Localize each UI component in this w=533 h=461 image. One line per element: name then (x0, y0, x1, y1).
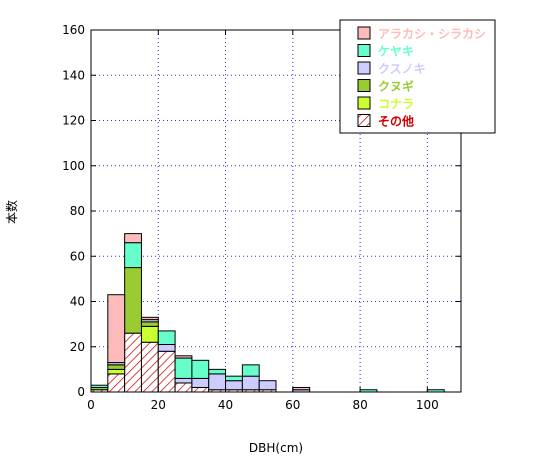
bar-segment-アラカシ・シラカシ (174, 355, 193, 359)
bar-segment-ケヤキ (157, 330, 176, 345)
bar-segment-クスノキ (225, 380, 243, 391)
bar-segment-other (174, 382, 193, 393)
legend-swatch (357, 114, 371, 127)
y-tick-label: 0 (77, 385, 85, 399)
bar-segment-クスノキ (208, 373, 227, 391)
bar-segment-クスノキ (258, 380, 277, 391)
legend-swatch (357, 61, 371, 75)
legend-swatch (357, 44, 371, 57)
y-axis-label: 本数 (4, 200, 19, 224)
bar-segment-コナラ (107, 368, 126, 375)
bar-segment-アラカシ・シラカシ (140, 316, 159, 321)
bar-segment-クヌギ (107, 364, 126, 370)
legend-swatch (357, 26, 371, 40)
bar-segment-ケヤキ (90, 384, 109, 388)
bar-segment-ケヤキ (225, 375, 243, 382)
bar-segment-アラカシ・シラカシ (107, 294, 126, 364)
bar-segment-クスノキ (157, 343, 176, 352)
bar-segment-コナラ (140, 325, 159, 343)
bar-segment-クヌギ (124, 267, 142, 334)
bar-segment-other (157, 350, 176, 393)
bar-segment-ケヤキ (174, 357, 193, 379)
bar-segment-クスノキ (191, 377, 210, 388)
x-tick-label: 60 (285, 398, 300, 412)
bar-segment-other (191, 386, 210, 393)
legend-label: クスノキ (378, 62, 426, 76)
y-tick-label: 120 (62, 114, 85, 128)
y-tick-label: 100 (62, 159, 85, 173)
legend-label: アラカシ・シラカシ (378, 27, 486, 41)
y-tick-label: 40 (70, 295, 85, 309)
bar-segment-クスノキ (174, 377, 193, 384)
bar-segment-ケヤキ (241, 364, 260, 377)
legend-label: クヌギ (378, 79, 414, 94)
bar-segment-ケヤキ (191, 359, 210, 379)
x-tick-label: 0 (87, 398, 95, 412)
axis-ticks: 0 20 40 60 80 100 120 140 160 0 20 40 60 80 100 (62, 23, 461, 412)
bars (90, 233, 445, 393)
bar-segment-ケヤキ (359, 389, 378, 393)
legend-swatch (357, 96, 371, 110)
bar-segment-クヌギ (140, 321, 159, 327)
y-tick-label: 140 (62, 68, 85, 82)
y-tick-label: 60 (70, 249, 85, 263)
x-tick-label: 100 (416, 398, 439, 412)
y-tick-label: 160 (62, 23, 85, 37)
legend-label: コナラ (378, 97, 414, 111)
bar-segment-ケヤキ (124, 242, 142, 269)
bar-segment-アラカシ・シラカシ (292, 386, 311, 391)
x-axis-label: DBH(cm) (249, 441, 303, 455)
bar-segment-アラカシ・シラカシ (124, 233, 142, 244)
bar-segment-ケヤキ (208, 368, 227, 375)
x-tick-label: 20 (151, 398, 166, 412)
bar-segment-ケヤキ (426, 389, 445, 393)
bar-segment-クスノキ (241, 375, 260, 391)
x-tick-label: 80 (352, 398, 367, 412)
y-tick-label: 20 (70, 340, 85, 354)
bar-segment-other (124, 332, 142, 393)
y-tick-label: 80 (70, 204, 85, 218)
x-tick-label: 40 (218, 398, 233, 412)
legend-swatch (357, 79, 371, 92)
bar-segment-other (140, 341, 159, 393)
legend-label: ケヤキ (378, 45, 414, 59)
legend-label: その他 (378, 114, 414, 129)
bar-segment-other (107, 373, 126, 393)
